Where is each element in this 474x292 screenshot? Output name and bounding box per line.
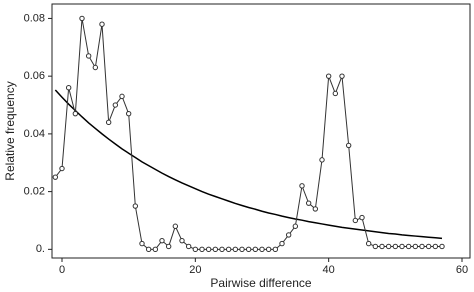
data-point xyxy=(239,246,245,253)
data-point xyxy=(319,157,325,163)
data-point xyxy=(345,142,352,149)
data-point xyxy=(72,110,79,117)
data-point xyxy=(52,174,59,180)
y-tick-label: 0. xyxy=(36,243,45,255)
data-point xyxy=(339,73,345,79)
data-point xyxy=(245,246,252,253)
data-point xyxy=(432,243,439,250)
data-point xyxy=(179,237,185,244)
data-point xyxy=(365,240,372,247)
data-point xyxy=(392,243,399,250)
x-tick-label: 60 xyxy=(456,264,468,276)
data-point xyxy=(205,246,212,253)
data-point xyxy=(312,206,319,212)
data-point xyxy=(132,203,139,209)
data-point xyxy=(352,217,359,224)
data-point xyxy=(419,243,425,250)
data-point xyxy=(92,64,99,71)
y-tick-label: 0.02 xyxy=(24,186,45,198)
data-point xyxy=(79,15,85,22)
data-point xyxy=(439,243,445,250)
data-point xyxy=(165,243,172,250)
data-point xyxy=(212,246,219,253)
data-point xyxy=(412,243,419,250)
data-point xyxy=(139,240,145,247)
data-point xyxy=(292,223,299,229)
data-point xyxy=(425,243,432,250)
x-axis-title: Pairwise difference xyxy=(210,276,311,290)
data-point xyxy=(199,246,205,253)
series-line xyxy=(54,18,442,250)
data-point xyxy=(259,246,265,253)
data-point xyxy=(119,93,125,100)
plot-frame xyxy=(51,3,471,259)
x-tick-label: 40 xyxy=(323,264,335,276)
data-point xyxy=(225,246,232,253)
data-point xyxy=(265,246,272,253)
y-tick-label: 0.06 xyxy=(24,70,45,82)
data-point xyxy=(405,243,412,250)
data-point xyxy=(305,200,312,206)
y-axis-title: Relative frequency xyxy=(3,81,17,180)
data-point xyxy=(159,237,165,244)
data-point xyxy=(59,165,65,172)
data-point xyxy=(152,246,159,253)
data-point xyxy=(299,183,305,189)
data-point xyxy=(65,85,72,91)
data-point xyxy=(272,246,279,253)
data-point xyxy=(372,243,379,250)
data-point xyxy=(252,246,259,253)
data-point xyxy=(285,232,292,238)
data-point xyxy=(85,53,92,59)
series-line xyxy=(54,89,443,240)
data-point xyxy=(379,243,385,250)
data-point xyxy=(219,246,225,253)
data-point xyxy=(172,223,179,229)
data-point xyxy=(112,102,119,108)
data-point xyxy=(99,21,105,27)
data-point xyxy=(192,246,199,253)
y-tick-label: 0.04 xyxy=(24,128,45,140)
data-point xyxy=(185,243,192,250)
data-point xyxy=(232,246,239,253)
data-point xyxy=(105,119,112,126)
data-point xyxy=(125,110,132,117)
data-point xyxy=(325,73,332,79)
x-tick-label: 0 xyxy=(59,264,65,276)
data-point xyxy=(279,240,285,247)
x-tick-label: 20 xyxy=(189,264,201,276)
data-point xyxy=(145,246,152,253)
y-tick-label: 0.08 xyxy=(24,12,45,24)
data-point xyxy=(399,243,405,250)
data-point xyxy=(359,214,365,221)
data-point xyxy=(332,90,339,97)
data-point xyxy=(385,243,392,250)
